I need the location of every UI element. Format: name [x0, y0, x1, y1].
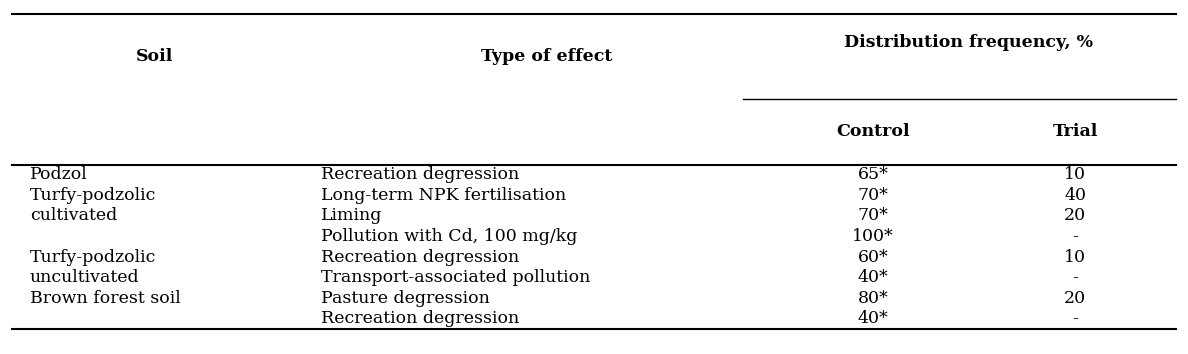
Text: 60*: 60* [858, 249, 889, 266]
Text: 20: 20 [1064, 207, 1086, 224]
Text: 40*: 40* [858, 310, 889, 327]
Text: Brown forest soil: Brown forest soil [30, 290, 181, 307]
Text: cultivated: cultivated [30, 207, 116, 224]
Text: 40: 40 [1064, 187, 1086, 204]
Text: uncultivated: uncultivated [30, 269, 139, 286]
Text: Recreation degression: Recreation degression [321, 166, 519, 183]
Text: Liming: Liming [321, 207, 383, 224]
Text: 80*: 80* [858, 290, 889, 307]
Text: 65*: 65* [858, 166, 889, 183]
Text: Recreation degression: Recreation degression [321, 310, 519, 327]
Text: 10: 10 [1064, 166, 1086, 183]
Text: Type of effect: Type of effect [481, 48, 612, 65]
Text: Transport-associated pollution: Transport-associated pollution [321, 269, 590, 286]
Text: Soil: Soil [135, 48, 173, 65]
Text: Pasture degression: Pasture degression [321, 290, 489, 307]
Text: Turfy-podzolic: Turfy-podzolic [30, 187, 156, 204]
Text: Pollution with Cd, 100 mg/kg: Pollution with Cd, 100 mg/kg [321, 228, 577, 245]
Text: Control: Control [836, 123, 910, 141]
Text: 40*: 40* [858, 269, 889, 286]
Text: -: - [1073, 310, 1078, 327]
Text: 10: 10 [1064, 249, 1086, 266]
Text: Recreation degression: Recreation degression [321, 249, 519, 266]
Text: 20: 20 [1064, 290, 1086, 307]
Text: Distribution frequency, %: Distribution frequency, % [843, 34, 1093, 51]
Text: Turfy-podzolic: Turfy-podzolic [30, 249, 156, 266]
Text: -: - [1073, 269, 1078, 286]
Text: 70*: 70* [858, 187, 889, 204]
Text: 70*: 70* [858, 207, 889, 224]
Text: Trial: Trial [1053, 123, 1098, 141]
Text: Podzol: Podzol [30, 166, 88, 183]
Text: 100*: 100* [852, 228, 895, 245]
Text: -: - [1073, 228, 1078, 245]
Text: Long-term NPK fertilisation: Long-term NPK fertilisation [321, 187, 565, 204]
